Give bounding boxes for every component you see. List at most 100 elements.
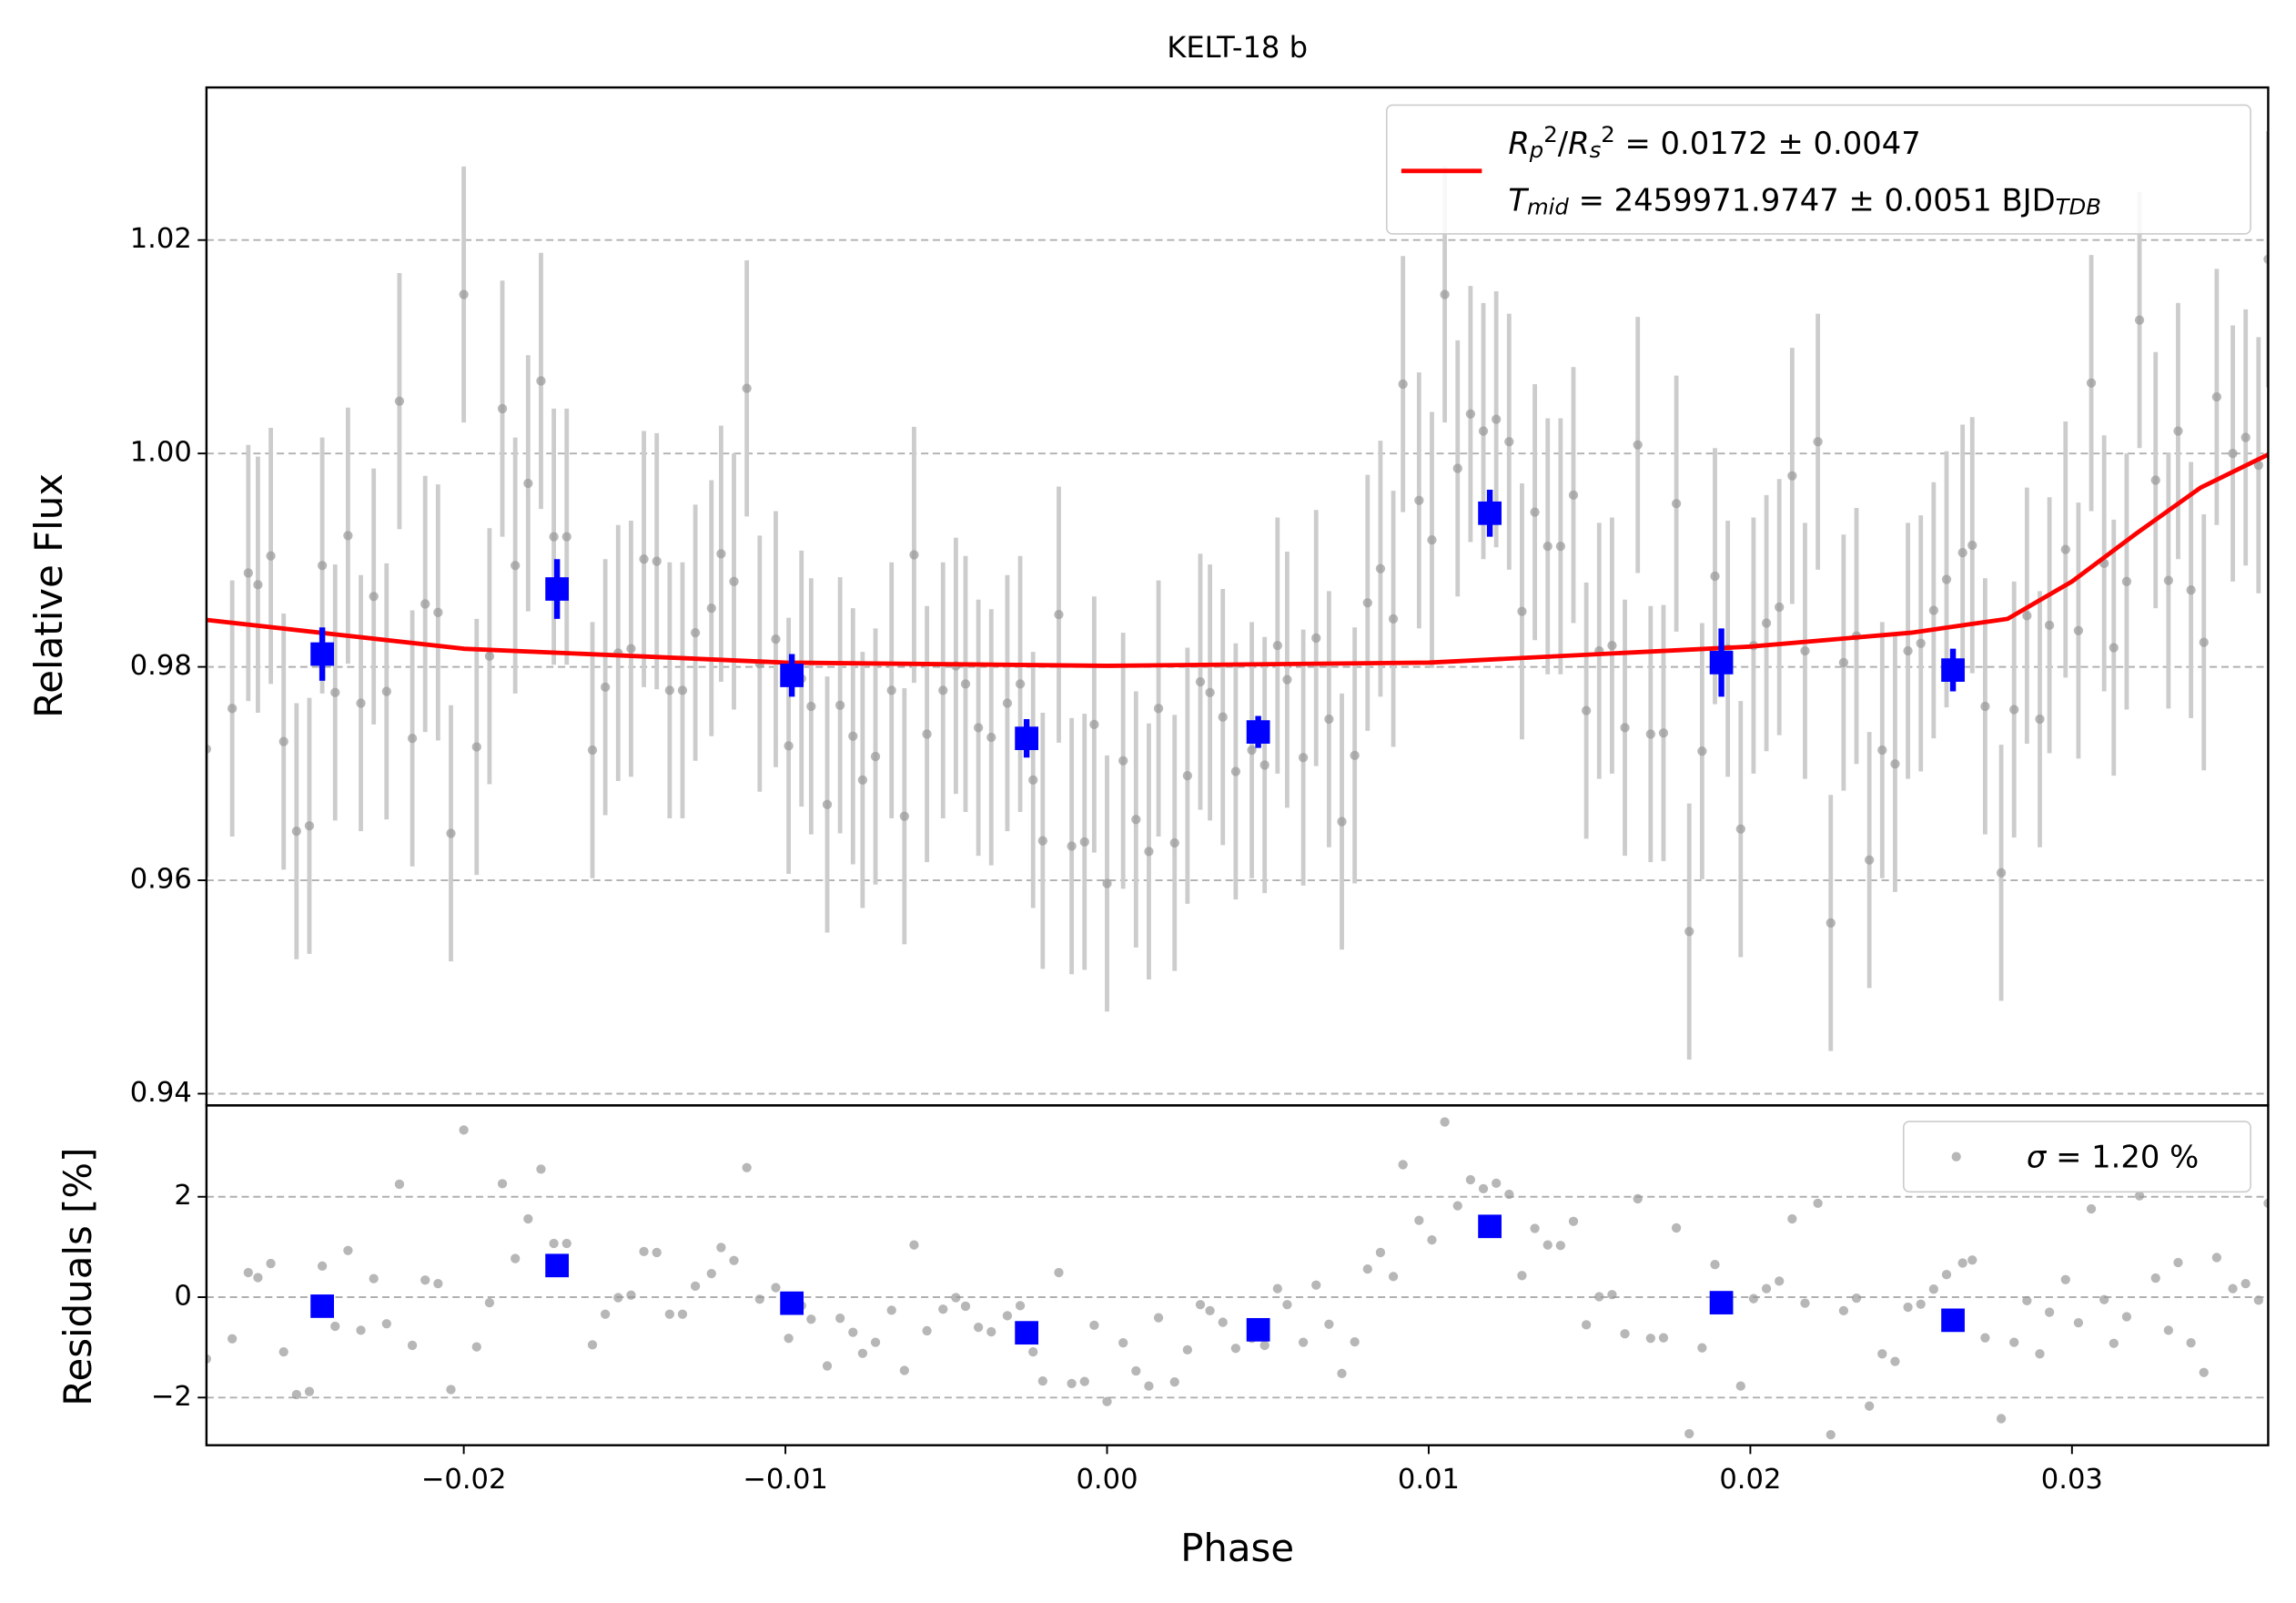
data-point: [253, 1273, 263, 1283]
data-point: [600, 1309, 611, 1319]
legend-marker: [1951, 1152, 1961, 1162]
legend-text: = 1.20 %: [2046, 1139, 2199, 1174]
data-point: [1259, 760, 1269, 770]
data-point: [1144, 1381, 1154, 1391]
data-point: [1555, 1241, 1566, 1251]
data-point: [1182, 1344, 1193, 1355]
data-point: [1002, 698, 1013, 708]
data-point: [1350, 1336, 1360, 1347]
data-point: [243, 1267, 253, 1278]
data-point: [1697, 1343, 1707, 1353]
data-point: [2186, 1338, 2196, 1348]
legend-text: 2: [1601, 121, 1614, 147]
data-point: [2163, 575, 2174, 585]
data-point: [2263, 254, 2269, 264]
data-point: [561, 532, 571, 542]
data-point: [835, 1314, 845, 1324]
data-point: [304, 1386, 315, 1396]
data-point: [806, 701, 816, 712]
y-tick-label: 0.98: [130, 650, 192, 682]
y-tick-label: −2: [151, 1381, 192, 1413]
data-point: [2211, 1253, 2222, 1263]
data-point: [497, 403, 508, 414]
data-point: [1362, 598, 1372, 608]
data-point: [549, 1238, 559, 1249]
data-point: [1957, 548, 1967, 558]
data-point: [343, 1245, 353, 1255]
data-point: [1102, 878, 1112, 888]
data-point: [381, 1319, 391, 1329]
data-point: [1865, 1401, 1875, 1411]
data-point: [1928, 605, 1938, 615]
legend-box: [1385, 104, 2251, 235]
data-point: [899, 1365, 909, 1375]
binned-point: [1941, 658, 1965, 682]
data-point: [771, 634, 781, 644]
data-point: [1504, 1189, 1514, 1200]
model-curve: [206, 452, 2269, 668]
data-point: [886, 1305, 896, 1315]
data-point: [1465, 1174, 1476, 1185]
data-point: [2060, 1274, 2070, 1284]
data-point: [549, 532, 559, 542]
data-point: [1620, 1329, 1630, 1339]
data-point: [317, 561, 328, 571]
data-point: [626, 1290, 636, 1300]
data-point: [446, 828, 456, 838]
data-point: [2073, 1317, 2084, 1328]
data-point: [909, 1240, 919, 1250]
data-point: [951, 1293, 961, 1303]
chart-title: KELT-18 b: [1167, 30, 1308, 65]
data-point: [1928, 1284, 1938, 1294]
data-point: [1697, 746, 1707, 756]
data-point: [1272, 1283, 1282, 1294]
data-point: [1452, 1201, 1462, 1211]
legend-text: σ: [2027, 1139, 2048, 1174]
data-point: [1205, 1305, 1215, 1316]
data-point: [433, 607, 443, 617]
data-point: [1607, 1290, 1617, 1300]
x-tick-label: 0.00: [1076, 1464, 1138, 1496]
binned-point: [1478, 1214, 1502, 1239]
legend-text: p: [1529, 137, 1543, 163]
data-point: [1465, 409, 1476, 419]
data-point: [1169, 1377, 1179, 1387]
data-point: [1015, 679, 1026, 689]
x-tick-label: −0.02: [421, 1464, 507, 1496]
data-point: [1865, 855, 1875, 865]
data-point: [986, 1326, 996, 1337]
data-point: [1002, 1311, 1013, 1321]
data-point: [1967, 1255, 1977, 1265]
data-point: [729, 576, 739, 586]
data-point: [228, 1334, 238, 1344]
data-point: [523, 478, 533, 489]
data-point: [1581, 705, 1592, 715]
data-point: [343, 531, 353, 541]
data-point: [1877, 745, 1887, 756]
data-point: [1079, 837, 1089, 847]
data-point: [536, 376, 546, 386]
data-point: [1838, 1305, 1849, 1316]
data-point: [690, 1281, 701, 1292]
data-point: [1517, 606, 1527, 616]
data-point: [1067, 841, 1077, 851]
data-point: [1633, 440, 1643, 450]
data-point: [1375, 563, 1386, 573]
data-point: [1102, 1396, 1112, 1406]
data-point: [1775, 602, 1785, 613]
data-point: [677, 1309, 688, 1319]
data-point: [1350, 750, 1360, 761]
data-point: [497, 1179, 508, 1189]
data-point: [1980, 1333, 1990, 1343]
data-point: [1440, 289, 1450, 299]
data-point: [2022, 611, 2032, 621]
data-point: [317, 1261, 328, 1271]
data-point: [1388, 614, 1399, 624]
binned-point: [310, 1294, 334, 1318]
data-point: [973, 723, 984, 733]
data-point: [1967, 540, 1977, 551]
data-point: [407, 1340, 418, 1351]
data-point: [1775, 1276, 1785, 1286]
data-point: [922, 1325, 932, 1336]
data-point: [848, 731, 858, 741]
